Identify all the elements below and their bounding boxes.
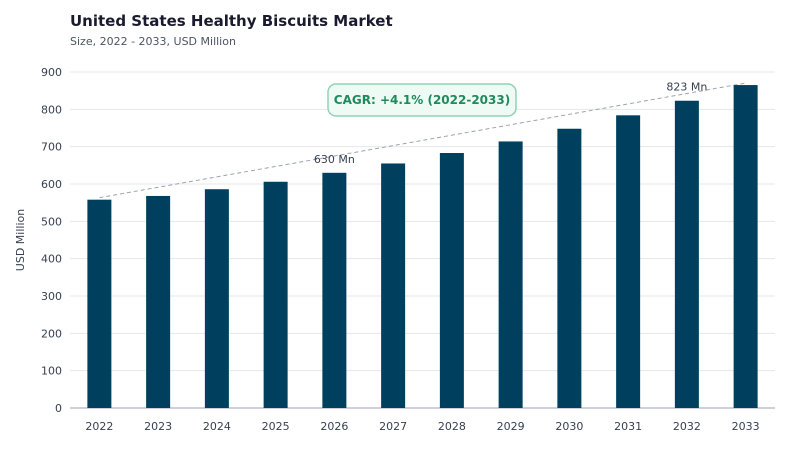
x-tick-label: 2030 — [555, 420, 583, 433]
x-tick-label: 2029 — [497, 420, 525, 433]
bar-2030 — [557, 128, 582, 408]
bar-2024 — [204, 189, 229, 408]
bar-2023 — [146, 195, 171, 408]
y-tick-label: 800 — [41, 103, 62, 116]
cagr-box — [327, 83, 517, 117]
bar-2029 — [498, 141, 523, 408]
x-tick-label: 2023 — [144, 420, 172, 433]
bar-2027 — [381, 163, 406, 408]
y-tick-label: 300 — [41, 290, 62, 303]
bar-2028 — [439, 153, 464, 408]
cagr-callout: CAGR: +4.1% (2022-2033) — [327, 83, 517, 117]
bar-2031 — [616, 115, 641, 408]
y-axis-label: USD Million — [14, 209, 27, 271]
x-tick-label: 2028 — [438, 420, 466, 433]
y-tick-label: 200 — [41, 327, 62, 340]
bars — [87, 85, 758, 409]
chart-title: United States Healthy Biscuits Market — [70, 12, 393, 30]
value-annotation: 823 Mn — [666, 81, 707, 94]
grid-lines — [70, 71, 775, 409]
y-tick-label: 700 — [41, 141, 62, 154]
y-tick-label: 400 — [41, 253, 62, 266]
x-tick-label: 2024 — [203, 420, 231, 433]
x-tick-label: 2032 — [673, 420, 701, 433]
bar-2025 — [263, 181, 288, 408]
x-tick-label: 2025 — [262, 420, 290, 433]
y-tick-label: 900 — [41, 66, 62, 79]
bar-2032 — [674, 100, 699, 408]
y-tick-label: 0 — [55, 402, 62, 415]
value-annotation: 630 Mn — [314, 153, 355, 166]
trend-line — [99, 82, 746, 199]
bar-2026 — [322, 172, 347, 408]
y-tick-label: 100 — [41, 365, 62, 378]
chart-subtitle: Size, 2022 - 2033, USD Million — [70, 35, 236, 48]
x-tick-label: 2031 — [614, 420, 642, 433]
y-tick-label: 600 — [41, 178, 62, 191]
x-tick-label: 2026 — [320, 420, 348, 433]
y-tick-label: 500 — [41, 215, 62, 228]
y-axis-ticks: 0 100 200 300 400 500 600 700 800 900 — [41, 66, 62, 415]
x-tick-label: 2022 — [85, 420, 113, 433]
bar-2033 — [733, 85, 758, 409]
x-tick-label: 2033 — [732, 420, 760, 433]
bar-2022 — [87, 199, 112, 408]
trend-line-layer — [99, 82, 746, 199]
x-tick-label: 2027 — [379, 420, 407, 433]
cagr-label: CAGR: +4.1% (2022-2033) — [334, 93, 510, 107]
annotations: 630 Mn 823 Mn — [314, 81, 707, 166]
x-axis-ticks: 2022 2023 2024 2025 2026 2027 2028 2029 2030 2031… — [85, 420, 759, 433]
